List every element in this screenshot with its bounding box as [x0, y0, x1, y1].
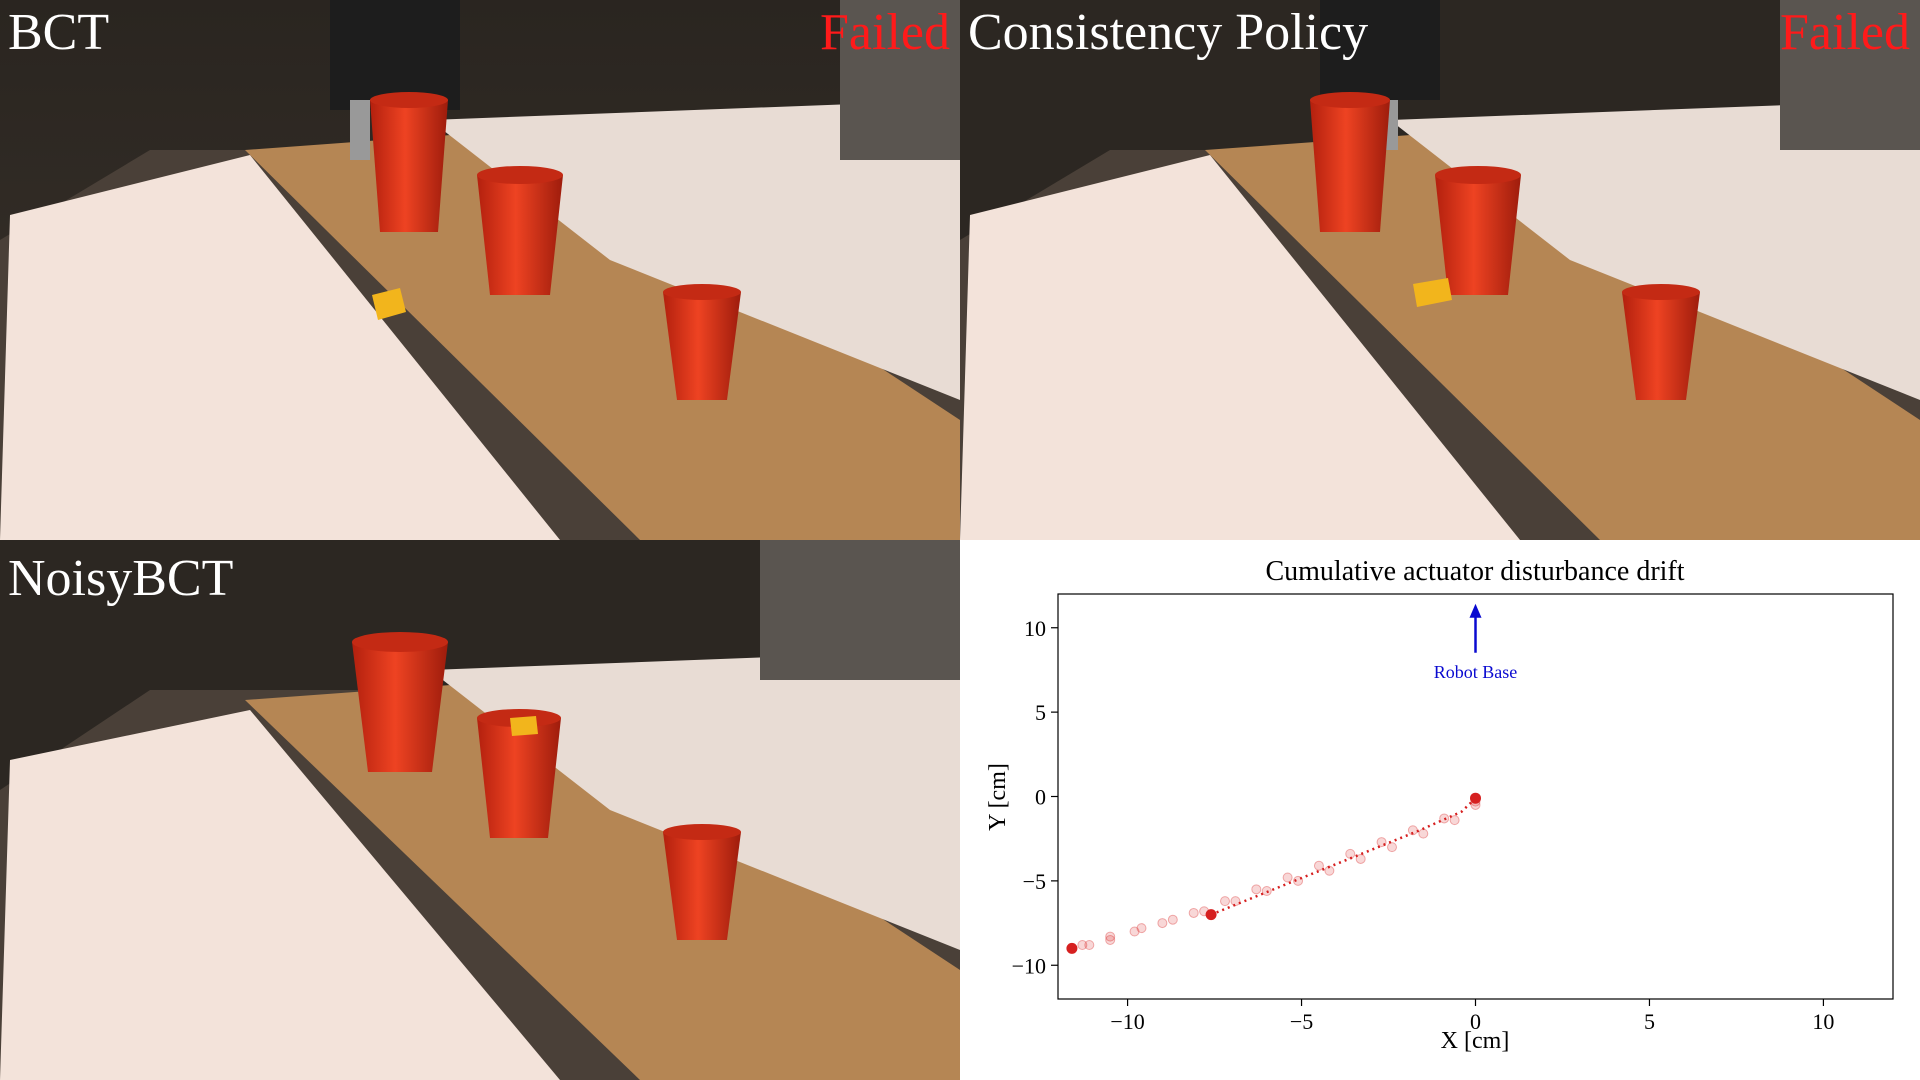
panel-noisybct: NoisyBCT [0, 540, 960, 1080]
robot-base-annotation: Robot Base [1434, 603, 1518, 682]
drift-key-point [1205, 909, 1217, 921]
drift-key-point [1470, 792, 1481, 804]
drift-point [1077, 940, 1088, 950]
cup-icon [477, 166, 563, 295]
trajectory-marks [1066, 792, 1481, 954]
cube-icon [1413, 278, 1452, 307]
drift-point [1449, 815, 1460, 826]
robot-arm-icon [840, 0, 960, 160]
drift-point [1084, 940, 1095, 950]
arrow-head-icon [1469, 603, 1482, 618]
panel-title: BCT [8, 4, 110, 61]
drift-point [1129, 926, 1140, 937]
robot-base-label: Robot Base [1434, 662, 1518, 682]
panel-drift-plot: Cumulative actuator disturbance drift −1… [960, 540, 1920, 1080]
y-tick-label: −10 [1012, 953, 1046, 978]
y-tick-label: −5 [1023, 869, 1046, 894]
x-tick-label: 10 [1812, 1009, 1834, 1034]
drift-point [1136, 923, 1147, 934]
status-failed: Failed [1780, 4, 1910, 61]
cup-icon [352, 632, 448, 772]
x-tick-label: −10 [1110, 1009, 1144, 1034]
drift-point [1251, 884, 1262, 895]
panel-bct: BCT Failed [0, 0, 960, 540]
panel-consistency-policy: Consistency Policy Failed [960, 0, 1920, 540]
drift-point [1220, 896, 1230, 907]
drift-point [1418, 828, 1429, 839]
robot-arm-icon [760, 540, 960, 680]
drift-point [1105, 931, 1116, 942]
drift-chart: Cumulative actuator disturbance drift −1… [985, 556, 1894, 1054]
panel-title: NoisyBCT [8, 550, 234, 607]
scene-consistency-policy [960, 0, 1920, 540]
cup-icon [1435, 166, 1521, 295]
y-ticks: −10 −5 0 5 10 [1012, 616, 1058, 978]
x-axis-label: X [cm] [1441, 1028, 1510, 1054]
drift-point [1313, 860, 1324, 871]
drift-point [1157, 918, 1168, 929]
drift-point [1355, 853, 1366, 864]
robot-gripper-icon [330, 0, 460, 160]
x-tick-label: 0 [1470, 1009, 1481, 1034]
drift-point [1105, 934, 1116, 945]
cup-icon [370, 92, 448, 232]
cube-icon [372, 288, 406, 320]
cup-icon [1622, 284, 1700, 400]
robot-arm-icon [1780, 0, 1920, 150]
cup-icon [663, 824, 741, 940]
y-tick-label: 0 [1035, 785, 1046, 810]
drift-point [1167, 914, 1178, 925]
status-failed: Failed [820, 4, 950, 61]
x-tick-label: −5 [1290, 1009, 1313, 1034]
drift-dotted-line [1210, 797, 1477, 916]
drift-point [1387, 842, 1397, 853]
drift-point [1230, 896, 1241, 907]
chart-title: Cumulative actuator disturbance drift [1265, 556, 1684, 587]
drift-point [1345, 848, 1356, 859]
scene-bct [0, 0, 960, 540]
cube-icon [510, 716, 538, 736]
x-ticks: −10 −5 0 5 10 [1110, 999, 1834, 1034]
drift-key-point [1066, 942, 1078, 954]
scene-noisybct [0, 540, 960, 1080]
y-tick-label: 10 [1024, 616, 1046, 641]
drift-point [1282, 872, 1293, 883]
cup-icon [1310, 92, 1390, 232]
x-tick-label: 5 [1644, 1009, 1655, 1034]
y-tick-label: 5 [1035, 700, 1046, 725]
cup-icon [663, 284, 741, 400]
drift-point [1188, 907, 1199, 918]
panel-title: Consistency Policy [968, 4, 1369, 61]
y-axis-label: Y [cm] [985, 763, 1011, 831]
